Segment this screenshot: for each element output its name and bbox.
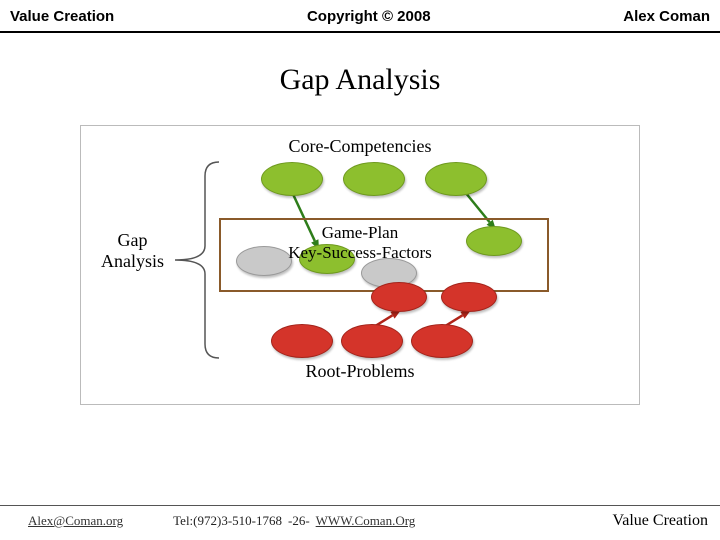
footer-web[interactable]: WWW.Coman.Org [316, 513, 416, 529]
footer-right: Value Creation [612, 512, 708, 530]
footer-tel: Tel:(972)3-510-1768 [173, 513, 282, 529]
footer-page: -26- [288, 513, 310, 529]
header-center: Copyright © 2008 [307, 8, 431, 25]
diagram: Core-Competencies Gap Analysis Game-Plan… [80, 125, 640, 405]
mid-red-ellipse-0 [371, 282, 427, 312]
root-ellipse-1 [341, 324, 403, 358]
mid-red-ellipse-1 [441, 282, 497, 312]
root-label: Root-Problems [81, 361, 639, 382]
footer: Alex@Coman.org Tel:(972)3-510-1768 -26- … [0, 505, 720, 530]
header-left: Value Creation [10, 8, 114, 25]
core-ellipse-2 [425, 162, 487, 196]
game-plan-label: Game-Plan Key-Success-Factors [81, 223, 639, 262]
footer-email[interactable]: Alex@Coman.org [28, 513, 123, 529]
game-line2: Key-Success-Factors [288, 243, 432, 262]
core-ellipse-0 [261, 162, 323, 196]
root-ellipse-0 [271, 324, 333, 358]
header: Value Creation Copyright © 2008 Alex Com… [0, 0, 720, 33]
header-right: Alex Coman [623, 8, 710, 25]
root-ellipse-2 [411, 324, 473, 358]
core-ellipse-1 [343, 162, 405, 196]
game-line1: Game-Plan [322, 223, 398, 242]
page-title: Gap Analysis [0, 63, 720, 97]
